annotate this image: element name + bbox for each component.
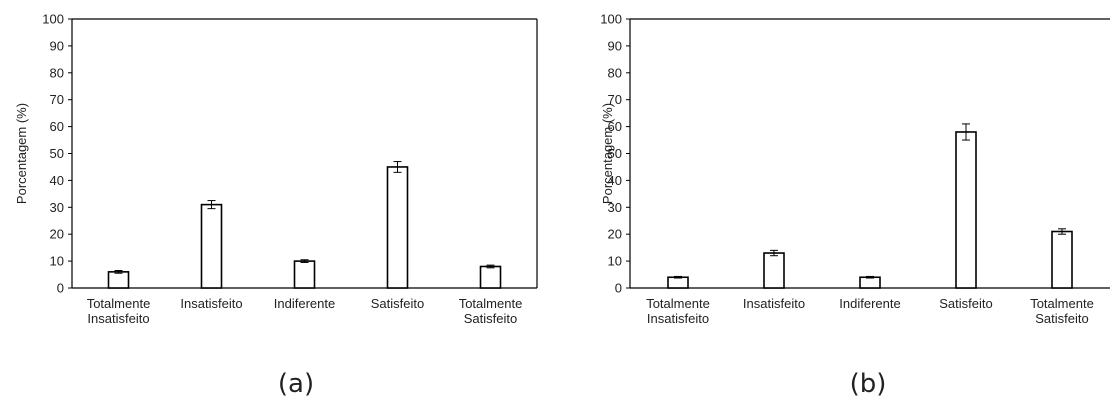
x-tick-label-line: Satisfeito — [464, 311, 517, 326]
x-tick-label-line: Insatisfeito — [647, 311, 709, 326]
bar — [859, 276, 881, 289]
y-axis-title: Porcentagem (%) — [600, 103, 615, 204]
y-tick-label: 10 — [608, 254, 622, 269]
x-tick-label-line: Totalmente — [646, 296, 710, 311]
bar — [763, 252, 785, 289]
x-tick-label-line: Indiferente — [274, 296, 335, 311]
y-tick-label: 10 — [50, 254, 64, 269]
y-tick-label: 20 — [608, 227, 622, 242]
bar — [386, 166, 409, 289]
panel-label: (a) — [278, 369, 314, 399]
y-tick-label: 60 — [608, 119, 622, 134]
x-tick-label-line: Satisfeito — [1035, 311, 1088, 326]
y-tick-label: 50 — [50, 146, 64, 161]
chart-panel-a: 0 10 20 30 40 50 60 70 80 90 100 Porcentagem (%) Tot… — [14, 12, 538, 399]
y-tick-label: 100 — [600, 12, 622, 27]
bar — [200, 203, 223, 289]
x-tick-label-line: Insatisfeito — [87, 311, 149, 326]
bar — [667, 276, 689, 289]
x-tick-label: Indiferente — [274, 296, 335, 311]
bar — [107, 271, 130, 289]
x-tick-label-line: Totalmente — [87, 296, 151, 311]
y-tick-label: 80 — [608, 65, 622, 80]
x-tick-label: Satisfeito — [939, 296, 992, 311]
y-tick-label: 90 — [50, 38, 64, 53]
x-tick-label-line: Totalmente — [459, 296, 523, 311]
y-tick-label: 30 — [608, 200, 622, 215]
x-tick-label-line: Insatisfeito — [743, 296, 805, 311]
bar — [479, 265, 502, 289]
bar — [1051, 230, 1073, 289]
x-tick-label: Insatisfeito — [743, 296, 805, 311]
x-tick-label: Totalmente Satisfeito — [459, 296, 523, 326]
bar — [955, 131, 977, 289]
x-tick-label: Totalmente Satisfeito — [1030, 296, 1094, 326]
x-tick-label: Satisfeito — [371, 296, 424, 311]
y-tick-label: 80 — [50, 65, 64, 80]
y-tick-label: 90 — [608, 38, 622, 53]
x-tick-label: Indiferente — [839, 296, 900, 311]
y-tick-label: 0 — [57, 281, 64, 296]
y-tick-label: 60 — [50, 119, 64, 134]
y-tick-label: 30 — [50, 200, 64, 215]
x-tick-label-line: Indiferente — [839, 296, 900, 311]
x-tick-label: Totalmente Insatisfeito — [646, 296, 710, 326]
y-tick-label: 50 — [608, 146, 622, 161]
y-tick-label: 70 — [50, 92, 64, 107]
bar — [293, 260, 316, 289]
x-tick-label: Insatisfeito — [180, 296, 242, 311]
x-tick-label-line: Satisfeito — [371, 296, 424, 311]
y-tick-label: 100 — [42, 12, 64, 27]
y-tick-label: 40 — [50, 173, 64, 188]
y-tick-label: 40 — [608, 173, 622, 188]
x-tick-label-line: Insatisfeito — [180, 296, 242, 311]
y-tick-label: 70 — [608, 92, 622, 107]
y-tick-label: 0 — [615, 281, 622, 296]
y-axis-title: Porcentagem (%) — [14, 103, 29, 204]
x-tick-label-line: Satisfeito — [939, 296, 992, 311]
y-tick-label: 20 — [50, 227, 64, 242]
x-tick-label-line: Totalmente — [1030, 296, 1094, 311]
panel-label: (b) — [850, 369, 887, 399]
chart-panel-b: 0 10 20 30 40 50 60 70 80 90 100 Porcentagem (%) Tot… — [600, 12, 1110, 399]
x-tick-label: Totalmente Insatisfeito — [87, 296, 151, 326]
